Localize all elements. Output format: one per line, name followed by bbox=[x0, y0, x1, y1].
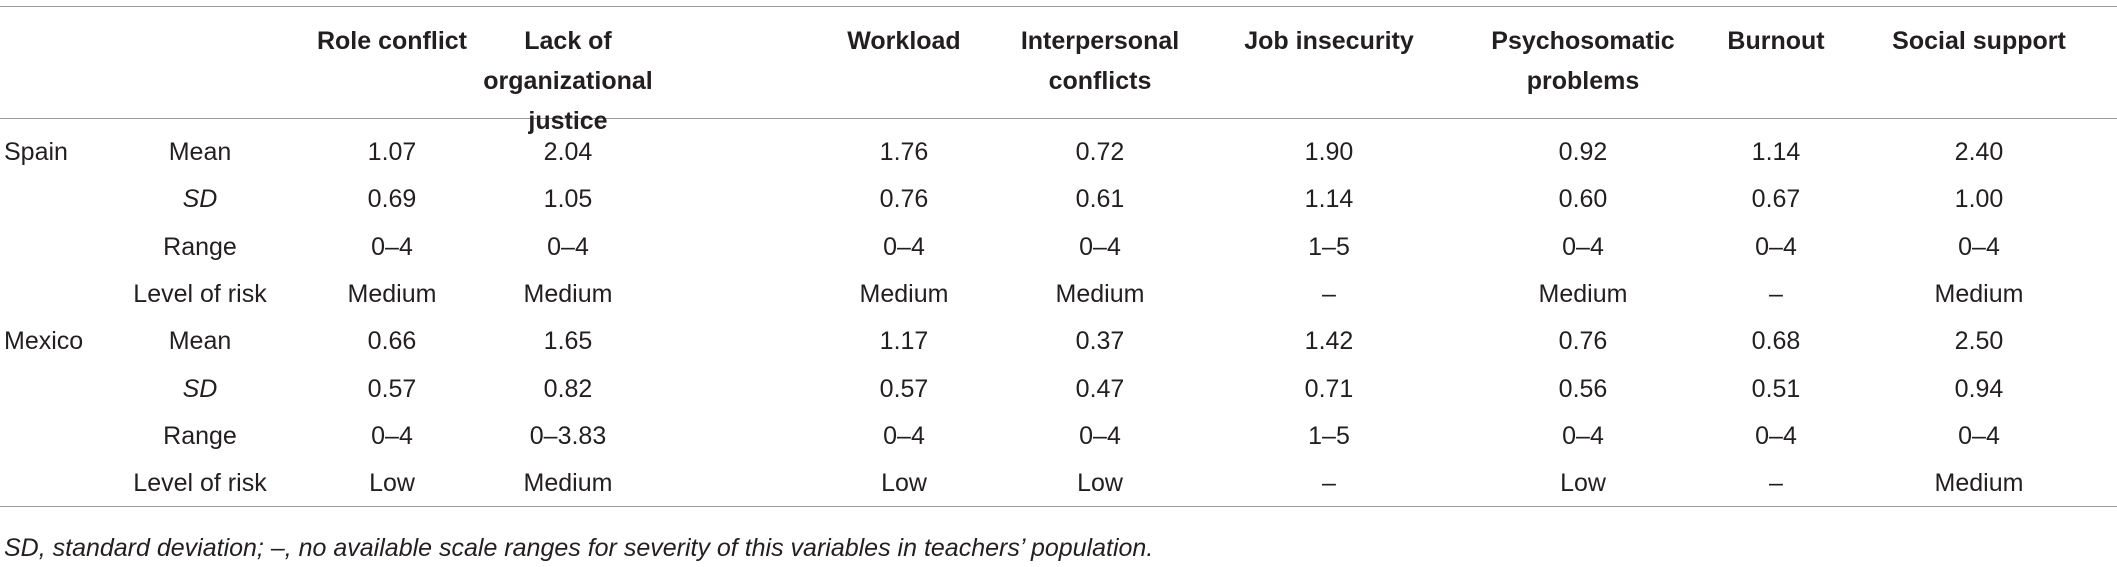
table-cell: 0.92 bbox=[1558, 138, 1608, 166]
table-cell: 1.14 bbox=[1751, 138, 1801, 166]
table-cell: 0–3.83 bbox=[529, 421, 607, 450]
column-header: Psychosomatic problems bbox=[1491, 27, 1675, 95]
table-cell: 0.76 bbox=[879, 185, 929, 214]
header-rule bbox=[0, 118, 2117, 119]
table-cell: 0–4 bbox=[1755, 421, 1797, 450]
table-cell: – bbox=[1322, 279, 1336, 308]
table-cell: 0–4 bbox=[883, 232, 925, 261]
table-cell: – bbox=[1769, 469, 1783, 498]
table-cell: 1.76 bbox=[879, 138, 929, 166]
table-cell: 0–4 bbox=[1958, 232, 2000, 261]
table-cell: 1.42 bbox=[1304, 327, 1354, 356]
bottom-rule bbox=[0, 506, 2117, 507]
table-cell: 0.76 bbox=[1558, 327, 1608, 356]
table-cell: 0.82 bbox=[543, 374, 593, 403]
table-cell: 0.51 bbox=[1751, 374, 1801, 403]
table-cell: Medium bbox=[1934, 469, 2024, 498]
table-cell: 0–4 bbox=[883, 421, 925, 450]
table-cell: 0.56 bbox=[1558, 374, 1608, 403]
table-cell: Medium bbox=[1055, 279, 1145, 308]
stat-label: Level of risk bbox=[133, 279, 267, 308]
column-header: Burnout bbox=[1727, 27, 1825, 55]
column-header: Workload bbox=[847, 27, 961, 55]
table-cell: 1.05 bbox=[543, 185, 593, 214]
stat-label: Mean bbox=[168, 327, 232, 356]
table-cell: 0.57 bbox=[367, 374, 417, 403]
table-cell: 0.66 bbox=[367, 327, 417, 356]
country-label: Spain bbox=[4, 138, 68, 166]
country-label: Mexico bbox=[4, 327, 84, 356]
table-cell: 1.07 bbox=[367, 138, 417, 166]
table-cell: 0.57 bbox=[879, 374, 929, 403]
table-cell: 0.72 bbox=[1075, 138, 1125, 166]
table-cell: – bbox=[1322, 469, 1336, 498]
top-rule bbox=[0, 6, 2117, 7]
table-cell: 0.60 bbox=[1558, 185, 1608, 214]
stat-label: Mean bbox=[168, 138, 232, 166]
column-header: Role conflict bbox=[316, 27, 467, 55]
stat-label: Range bbox=[163, 232, 237, 261]
table-cell: Medium bbox=[1934, 279, 2024, 308]
stat-label: SD bbox=[182, 185, 218, 214]
stat-label: SD bbox=[182, 374, 218, 403]
table-cell: Medium bbox=[523, 469, 613, 498]
table-cell: 0.94 bbox=[1954, 374, 2004, 403]
footnote: SD, standard deviation; –, no available … bbox=[4, 532, 1153, 564]
table-cell: 0.47 bbox=[1075, 374, 1125, 403]
table-cell: 1–5 bbox=[1308, 421, 1350, 450]
stat-label: Level of risk bbox=[133, 469, 267, 498]
table-cell: 0–4 bbox=[1958, 421, 2000, 450]
table-cell: – bbox=[1769, 279, 1783, 308]
table-cell: 0–4 bbox=[547, 232, 589, 261]
table-cell: 0–4 bbox=[1562, 232, 1604, 261]
table-cell: 0.68 bbox=[1751, 327, 1801, 356]
table-cell: Low bbox=[1077, 469, 1123, 498]
table-cell: 0–4 bbox=[371, 232, 413, 261]
column-header: Job insecurity bbox=[1244, 27, 1414, 55]
table-cell: 1.00 bbox=[1954, 185, 2004, 214]
footnote-text: , standard deviation; –, no available sc… bbox=[38, 534, 1154, 562]
stat-label: Range bbox=[163, 421, 237, 450]
table-cell: 0–4 bbox=[1562, 421, 1604, 450]
table-cell: Low bbox=[881, 469, 927, 498]
table-cell: 1–5 bbox=[1308, 232, 1350, 261]
column-header: Social support bbox=[1892, 27, 2066, 55]
table-cell: 1.65 bbox=[543, 327, 593, 356]
table-cell: 0–4 bbox=[1079, 421, 1121, 450]
table-cell: 0–4 bbox=[1755, 232, 1797, 261]
table-cell: 1.14 bbox=[1304, 185, 1354, 214]
table-cell: 0.69 bbox=[367, 185, 417, 214]
table-cell: 2.04 bbox=[543, 138, 593, 166]
table-cell: 0.61 bbox=[1075, 185, 1125, 214]
table-cell: 0–4 bbox=[1079, 232, 1121, 261]
table-cell: Low bbox=[1560, 469, 1606, 498]
table-cell: 2.40 bbox=[1954, 138, 2004, 166]
table-cell: Low bbox=[369, 469, 415, 498]
table-cell: 1.17 bbox=[879, 327, 929, 356]
column-header: Lack of organizational justice bbox=[483, 27, 653, 135]
table-cell: 1.90 bbox=[1304, 138, 1354, 166]
table-cell: 0.67 bbox=[1751, 185, 1801, 214]
table-cell: 0.37 bbox=[1075, 327, 1125, 356]
table-cell: Medium bbox=[1538, 279, 1628, 308]
footnote-abbr: SD bbox=[4, 534, 39, 562]
table-cell: Medium bbox=[859, 279, 949, 308]
column-header: Interpersonal conflicts bbox=[1020, 27, 1180, 95]
table-cell: Medium bbox=[523, 279, 613, 308]
table-cell: Medium bbox=[347, 279, 437, 308]
table-cell: 2.50 bbox=[1954, 327, 2004, 356]
table-cell: 0–4 bbox=[371, 421, 413, 450]
table-cell: 0.71 bbox=[1304, 374, 1354, 403]
